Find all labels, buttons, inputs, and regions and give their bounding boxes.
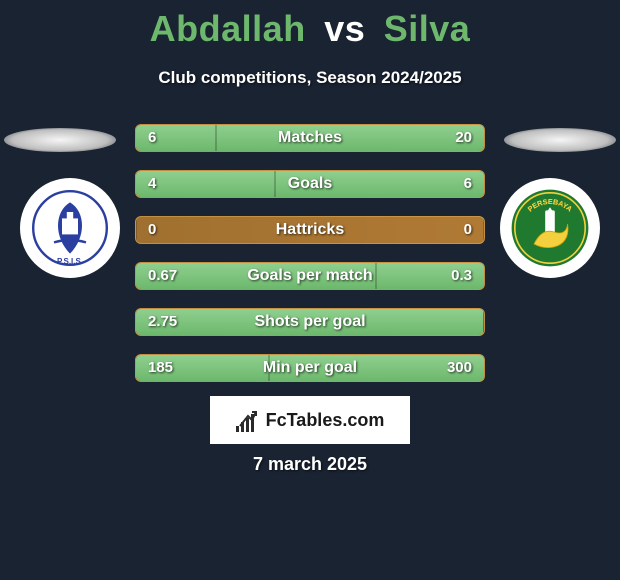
club-crest-left: P.S.I.S. [20, 178, 120, 278]
stat-value-right: 20 [443, 125, 484, 151]
stat-label: Min per goal [136, 355, 484, 381]
crest-left-graphic: P.S.I.S. [30, 188, 110, 268]
player2-name: Silva [384, 8, 471, 49]
stat-row: Hattricks0 0 [135, 216, 485, 244]
stat-label: Hattricks [136, 217, 484, 243]
crest-left-label: P.S.I.S. [57, 257, 83, 266]
stat-value-left: 0.67 [136, 263, 189, 289]
stat-label: Goals [136, 171, 484, 197]
stats-bars: Matches620Goals46Hattricks00Goals per ma… [135, 124, 485, 400]
stat-row: Goals4 6 [135, 170, 485, 198]
stat-value-left: 0 [136, 217, 168, 243]
fctables-text: FcTables.com [266, 410, 385, 431]
stat-label: Matches [136, 125, 484, 151]
stat-value-left: 2.75 [136, 309, 189, 335]
crest-right-graphic: PERSEBAYA PERSEBAYA [510, 188, 590, 268]
stat-value-right: 0.3 [439, 263, 484, 289]
stat-value-left: 4 [136, 171, 168, 197]
stat-value-right: 300 [435, 355, 484, 381]
vs-separator: vs [324, 8, 365, 49]
player1-name: Abdallah [150, 8, 306, 49]
stat-value-left: 185 [136, 355, 185, 381]
stat-value-right: 0 [452, 217, 484, 243]
comparison-title: Abdallah vs Silva [0, 0, 620, 50]
stat-value-left: 6 [136, 125, 168, 151]
comparison-date: 7 march 2025 [0, 454, 620, 475]
stat-row: Matches6 20 [135, 124, 485, 152]
club-crest-right: PERSEBAYA PERSEBAYA [500, 178, 600, 278]
flag-halo-left [4, 128, 116, 152]
flag-halo-right [504, 128, 616, 152]
subtitle: Club competitions, Season 2024/2025 [0, 68, 620, 88]
stat-value-right: 6 [452, 171, 484, 197]
fctables-brand: FcTables.com [210, 396, 410, 444]
fctables-logo-icon [236, 408, 260, 432]
stat-row: Min per goal185 300 [135, 354, 485, 382]
stat-row: Goals per match0.670.3 [135, 262, 485, 290]
stat-row: Shots per goal2.75 [135, 308, 485, 336]
